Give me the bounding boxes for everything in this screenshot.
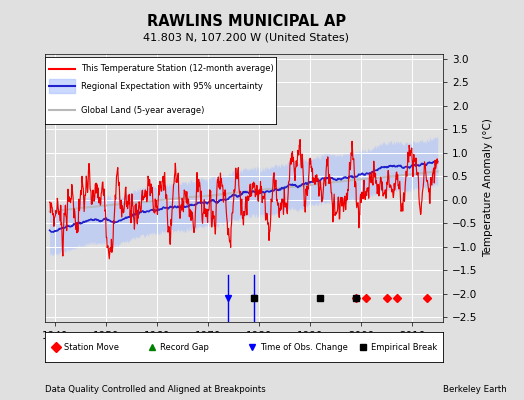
- Text: Data Quality Controlled and Aligned at Breakpoints: Data Quality Controlled and Aligned at B…: [45, 386, 265, 394]
- Text: 41.803 N, 107.200 W (United States): 41.803 N, 107.200 W (United States): [143, 33, 350, 43]
- Text: Station Move: Station Move: [64, 342, 119, 352]
- Text: Time of Obs. Change: Time of Obs. Change: [259, 342, 347, 352]
- Text: Empirical Break: Empirical Break: [371, 342, 438, 352]
- Text: RAWLINS MUNICIPAL AP: RAWLINS MUNICIPAL AP: [147, 14, 346, 30]
- Y-axis label: Temperature Anomaly (°C): Temperature Anomaly (°C): [483, 118, 493, 258]
- Text: Record Gap: Record Gap: [160, 342, 209, 352]
- Text: Berkeley Earth: Berkeley Earth: [443, 386, 507, 394]
